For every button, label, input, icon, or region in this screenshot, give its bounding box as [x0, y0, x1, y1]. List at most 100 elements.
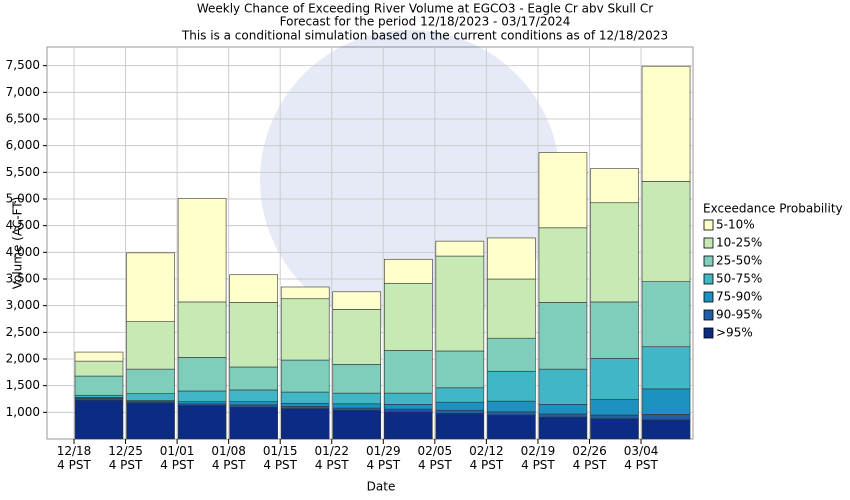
y-tick-label: 7,500 [6, 58, 40, 72]
legend-label: 75-90% [716, 290, 762, 304]
bar-segment [487, 400, 536, 413]
x-tick-label: 02/05 4 PST [418, 444, 453, 472]
y-axis-label: Volume (AC-FT) [11, 197, 25, 290]
bar-segment [435, 240, 485, 257]
x-tick-label: 12/25 4 PST [108, 444, 143, 472]
y-tick-label: 1,500 [6, 378, 40, 392]
x-tick-label-line: 4 PST [521, 458, 555, 472]
x-tick-label-line: 02/12 [469, 444, 504, 458]
chart-subtitle: Forecast for the period 12/18/2023 - 03/… [280, 15, 571, 29]
bar-segment [590, 358, 639, 400]
bar-segment [383, 282, 433, 351]
bar-segment [590, 168, 639, 204]
x-tick-label-line: 01/15 [263, 444, 298, 458]
x-tick-label-line: 4 PST [573, 458, 607, 472]
bar-segment [435, 255, 485, 352]
x-tick-label: 01/29 4 PST [366, 444, 401, 472]
legend-swatch [703, 309, 714, 321]
bar-segment [229, 406, 278, 440]
bar-segment [74, 394, 124, 398]
x-tick-label-line: 4 PST [418, 458, 452, 472]
bar-segment [435, 401, 485, 411]
bar-segment [383, 404, 433, 410]
bar-segment [332, 291, 382, 310]
watermark [260, 30, 560, 330]
bar-segment [229, 366, 278, 391]
bar-segment [538, 302, 588, 370]
bar-segment [590, 202, 639, 303]
x-tick-label-line: 01/08 [211, 444, 246, 458]
bar-segment [280, 286, 330, 300]
bar-segment [177, 357, 227, 392]
y-tick-label: 5,500 [6, 165, 40, 179]
x-axis-label: Date [367, 480, 396, 494]
x-tick-label-line: 4 PST [470, 458, 504, 472]
legend-swatch [703, 219, 714, 231]
bar-segment [74, 351, 124, 362]
bar-segment [126, 321, 175, 370]
bar-segment [435, 387, 485, 403]
bar-segment [280, 298, 330, 361]
legend-swatch [703, 327, 714, 339]
legend-label: >95% [716, 326, 753, 340]
bar-segment [74, 375, 124, 396]
x-tick-label: 02/26 4 PST [572, 444, 607, 472]
x-tick-label: 01/22 4 PST [314, 444, 349, 472]
legend-label: 50-75% [716, 272, 762, 286]
bar-segment [332, 364, 382, 394]
bar-segment [487, 414, 536, 440]
bar-segment [383, 408, 433, 413]
legend-swatch [703, 255, 714, 267]
bar-segment [177, 405, 227, 440]
bar-segment [641, 65, 691, 182]
x-tick-label: 03/04 4 PST [624, 444, 659, 472]
y-tick-label: 6,500 [6, 112, 40, 126]
x-tick-label-line: 4 PST [109, 458, 143, 472]
bar-segment [280, 406, 330, 409]
legend-label: 90-95% [716, 308, 762, 322]
x-tick-label-line: 4 PST [212, 458, 246, 472]
bar-segment [177, 390, 227, 402]
chart-subtitle: This is a conditional simulation based o… [181, 29, 668, 43]
x-tick-label-line: 02/26 [572, 444, 607, 458]
bar-segment [229, 302, 278, 368]
bar-segment [435, 350, 485, 389]
x-tick-label-line: 4 PST [315, 458, 349, 472]
bar-segment [177, 301, 227, 358]
x-tick-label: 01/08 4 PST [211, 444, 246, 472]
bar-segment [487, 237, 536, 280]
x-tick-label: 12/18 4 PST [57, 444, 92, 472]
bar-segment [590, 399, 639, 416]
y-tick-label: 1,000 [6, 405, 40, 419]
y-tick-label: 3,500 [6, 272, 40, 286]
y-tick-label: 2,500 [6, 325, 40, 339]
x-tick-label-line: 4 PST [263, 458, 297, 472]
legend-label: 10-25% [716, 236, 762, 250]
x-tick-label-line: 4 PST [366, 458, 400, 472]
bar-segment [538, 227, 588, 303]
y-tick-label: 4,000 [6, 245, 40, 259]
bar-segment [74, 360, 124, 377]
bar-segment [641, 346, 691, 390]
bar-segment [487, 337, 536, 372]
x-tick-label-line: 02/19 [521, 444, 556, 458]
bar-segment [126, 402, 175, 440]
bar-segment [229, 389, 278, 402]
legend-swatch [703, 291, 714, 303]
bar-segment [383, 258, 433, 284]
bar-segment [538, 368, 588, 405]
x-tick-label-line: 4 PST [57, 458, 91, 472]
bar-segment [332, 309, 382, 365]
bar-segment [332, 409, 382, 440]
bar-segment [332, 407, 382, 411]
bar-segment [280, 391, 330, 404]
legend-label: 5-10% [716, 218, 755, 232]
bar-segment [435, 409, 485, 414]
bar-segment [590, 414, 639, 420]
bar-segment [538, 404, 588, 415]
bar-segment [229, 274, 278, 303]
x-tick-label-line: 03/04 [624, 444, 659, 458]
legend-label: 25-50% [716, 254, 762, 268]
x-tick-label: 01/01 4 PST [160, 444, 195, 472]
